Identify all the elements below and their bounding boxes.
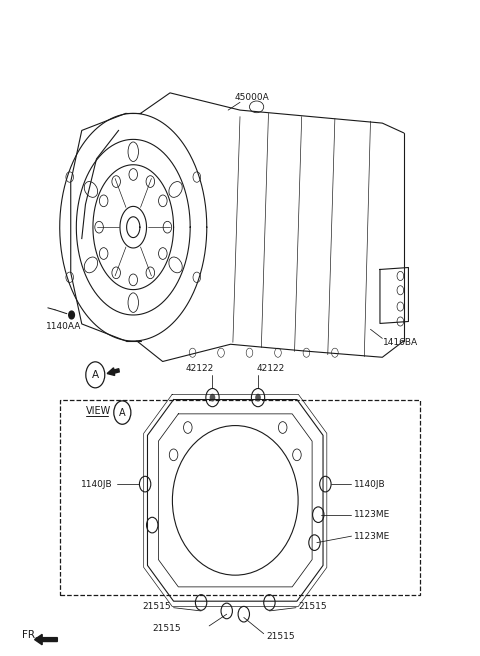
Text: 1140JB: 1140JB <box>81 480 113 489</box>
Text: 21515: 21515 <box>266 632 295 642</box>
Text: FR.: FR. <box>22 630 38 640</box>
Text: VIEW: VIEW <box>86 406 111 417</box>
Circle shape <box>255 394 261 401</box>
FancyArrow shape <box>107 368 119 375</box>
Text: 21515: 21515 <box>299 602 327 611</box>
Text: 1123ME: 1123ME <box>354 510 390 519</box>
Text: 42122: 42122 <box>257 364 285 373</box>
Text: 1123ME: 1123ME <box>354 531 390 541</box>
Bar <box>60 400 420 595</box>
Text: 1140AA: 1140AA <box>46 321 81 331</box>
Text: 45000A: 45000A <box>235 92 269 102</box>
Text: A: A <box>92 370 99 380</box>
Text: 42122: 42122 <box>186 364 214 373</box>
Text: A: A <box>119 407 126 418</box>
Text: 1140JB: 1140JB <box>354 480 385 489</box>
Text: 1416BA: 1416BA <box>384 338 419 347</box>
Circle shape <box>210 394 216 401</box>
Circle shape <box>69 311 74 319</box>
Text: 21515: 21515 <box>152 624 180 633</box>
FancyArrow shape <box>35 634 57 645</box>
Text: 21515: 21515 <box>143 602 171 611</box>
